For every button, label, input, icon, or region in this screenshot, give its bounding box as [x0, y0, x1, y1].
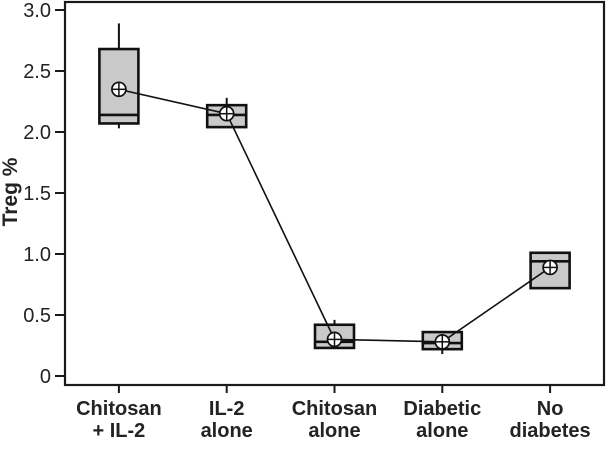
category-label-line: alone: [201, 420, 253, 442]
category-label-line: Chitosan: [292, 398, 378, 420]
category-label-line: Chitosan: [76, 398, 162, 420]
category-label-line: No: [537, 398, 564, 420]
category-label-line: Diabetic: [403, 398, 481, 420]
y-tick-label: 2.5: [23, 61, 51, 83]
y-tick-label: 1.0: [23, 244, 51, 266]
category-label-line: diabetes: [510, 420, 591, 442]
category-label-line: alone: [416, 420, 468, 442]
y-tick-label: 1.5: [23, 183, 51, 205]
y-tick-label: 0.5: [23, 305, 51, 327]
y-axis-title: Treg %: [0, 157, 22, 226]
mean-connector-line: [118, 88, 551, 343]
category-label-line: IL-2: [209, 398, 245, 420]
y-tick-label: 0: [40, 366, 51, 388]
y-tick-label: 3.0: [23, 0, 51, 22]
category-label-line: + IL-2: [93, 420, 146, 442]
y-tick-label: 2.0: [23, 122, 51, 144]
category-label-line: alone: [308, 420, 360, 442]
